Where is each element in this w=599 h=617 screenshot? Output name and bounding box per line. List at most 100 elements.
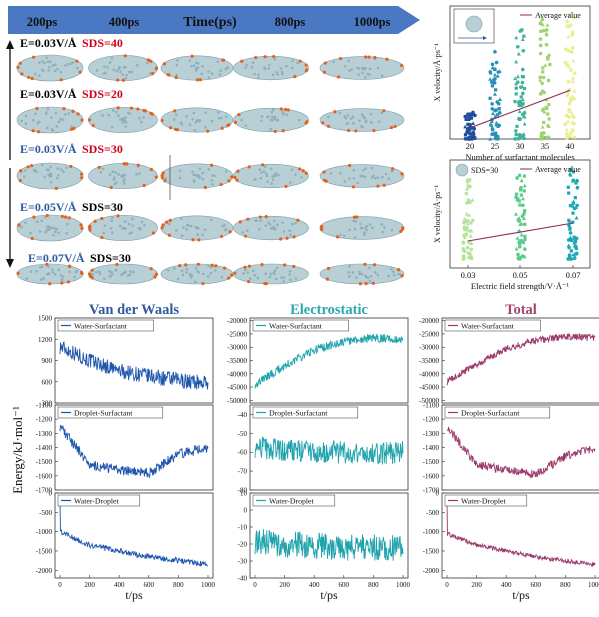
legend-box xyxy=(252,319,349,332)
data-point xyxy=(522,216,527,221)
water-molecule xyxy=(149,72,152,75)
water-molecule xyxy=(259,119,263,123)
x-tick-label: 400 xyxy=(114,581,125,589)
surfactant-molecule xyxy=(281,129,285,133)
water-molecule xyxy=(173,267,176,270)
data-point xyxy=(517,173,522,177)
surfactant-molecule xyxy=(385,57,389,61)
x-tick-label: 600 xyxy=(339,581,350,589)
data-point xyxy=(539,51,543,56)
legend-label: Water-Droplet xyxy=(461,497,507,506)
water-molecule xyxy=(139,120,143,124)
data-point xyxy=(548,62,552,67)
data-point xyxy=(540,81,544,86)
water-molecule xyxy=(60,278,64,281)
y-axis-label: X velocity/Å·ps⁻¹ xyxy=(433,43,442,102)
data-point xyxy=(522,136,526,141)
surfactant-molecule xyxy=(376,184,380,188)
legend-sds-label: SDS=30 xyxy=(471,166,498,175)
data-point xyxy=(568,102,572,106)
water-molecule xyxy=(61,275,65,279)
water-molecule xyxy=(57,174,60,177)
left-arrows xyxy=(6,40,14,268)
water-molecule xyxy=(359,174,362,178)
water-molecule xyxy=(55,176,59,180)
water-molecule xyxy=(270,110,274,114)
data-point xyxy=(519,193,523,197)
water-molecule xyxy=(185,228,188,231)
legend-box xyxy=(252,494,336,507)
water-molecule xyxy=(127,111,130,115)
water-molecule xyxy=(121,73,125,76)
data-point xyxy=(466,213,471,217)
surfactant-molecule xyxy=(333,110,337,114)
water-molecule xyxy=(193,173,197,177)
data-point xyxy=(467,136,471,140)
water-molecule xyxy=(115,181,118,184)
data-point xyxy=(574,236,579,241)
water-molecule xyxy=(218,73,222,76)
water-molecule xyxy=(126,274,130,277)
arrow-up-head xyxy=(6,40,14,49)
water-molecule xyxy=(188,272,192,276)
x-tick-label: 40 xyxy=(566,141,575,151)
data-point xyxy=(468,229,472,233)
water-molecule xyxy=(180,217,183,220)
data-point xyxy=(542,131,546,135)
water-molecule xyxy=(198,176,202,180)
water-molecule xyxy=(188,123,192,127)
data-point xyxy=(540,124,545,129)
surfactant-molecule xyxy=(151,72,155,76)
water-molecule xyxy=(360,66,364,70)
surfactant-molecule xyxy=(160,118,164,123)
water-molecule xyxy=(369,112,373,116)
surfactant-molecule xyxy=(16,65,20,69)
surfactant-molecule xyxy=(93,219,97,223)
water-molecule xyxy=(29,231,32,235)
water-molecule xyxy=(380,223,384,226)
surfactant-molecule xyxy=(54,186,58,190)
surfactant-molecule xyxy=(142,183,146,188)
water-molecule xyxy=(280,72,284,76)
surfactant-molecule xyxy=(100,216,104,221)
water-molecule xyxy=(65,232,69,235)
water-molecule xyxy=(47,168,50,172)
data-point xyxy=(462,220,466,225)
x-axis-label: Electric field strength/V·Å⁻¹ xyxy=(471,281,570,291)
data-point xyxy=(468,241,473,245)
y-tick-label: -40000 xyxy=(227,370,247,378)
water-molecule xyxy=(363,66,367,70)
data-point xyxy=(465,130,470,134)
x-tick-label: 0.05 xyxy=(513,270,528,280)
surfactant-molecule xyxy=(201,281,205,286)
data-point xyxy=(465,221,470,226)
legend-label: Water-Surfactant xyxy=(74,322,128,331)
data-point xyxy=(464,211,469,216)
water-molecule xyxy=(244,268,247,272)
y-tick-label: -20000 xyxy=(227,317,247,325)
surfactant-molecule xyxy=(319,227,323,231)
data-point xyxy=(464,187,469,191)
water-molecule xyxy=(366,72,369,76)
x-tick-label: 20 xyxy=(466,141,475,151)
water-molecule xyxy=(128,273,132,276)
surfactant-molecule xyxy=(161,171,165,175)
data-point xyxy=(520,80,525,85)
water-molecule xyxy=(282,112,285,116)
surfactant-molecule xyxy=(298,167,302,171)
water-molecule xyxy=(275,119,279,122)
data-point xyxy=(493,77,497,81)
data-point xyxy=(471,218,475,222)
water-molecule xyxy=(196,62,200,65)
data-point xyxy=(569,50,574,54)
surfactant-molecule xyxy=(80,118,84,122)
data-point xyxy=(570,33,574,37)
water-molecule xyxy=(274,277,278,281)
surfactant-molecule xyxy=(233,120,238,124)
water-molecule xyxy=(45,56,48,60)
droplet-snapshot xyxy=(87,214,158,241)
data-point xyxy=(518,242,522,246)
data-point xyxy=(514,132,519,137)
y-tick-label: -10 xyxy=(238,524,248,532)
y-tick-label: -70 xyxy=(238,468,248,476)
